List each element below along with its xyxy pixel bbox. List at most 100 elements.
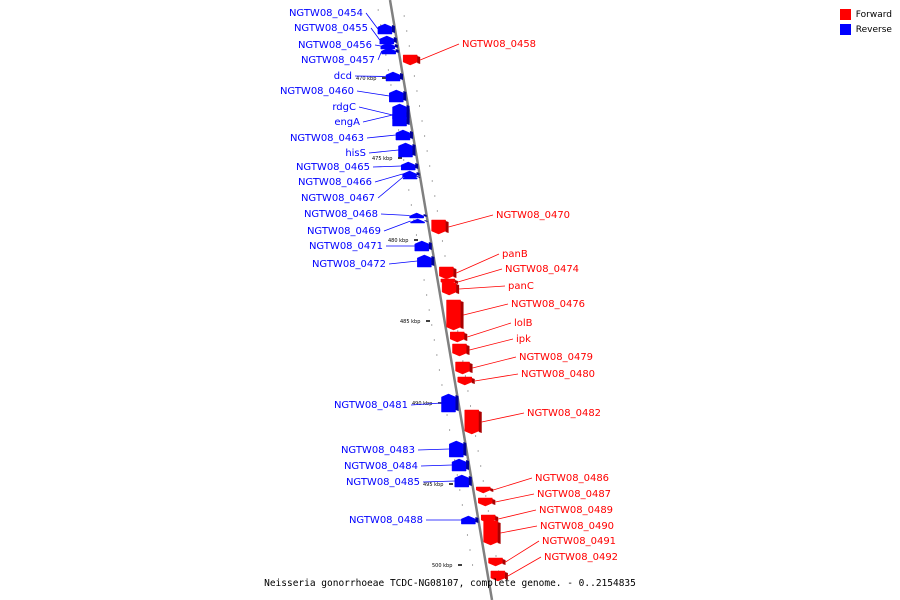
legend-label-reverse: Reverse xyxy=(855,24,892,35)
gene-shade-ngtw08-0481 xyxy=(455,395,459,411)
leader-line-ngtw08-0460 xyxy=(356,90,390,97)
gene-block-ngtw08-0484[interactable] xyxy=(451,458,467,472)
gene-label-ngtw08-0492[interactable]: NGTW08_0492 xyxy=(544,552,618,563)
leader-line-ngtw08-0486 xyxy=(493,477,533,491)
gene-label-ngtw08-0481[interactable]: NGTW08_0481 xyxy=(334,400,408,411)
gene-block-ngtw08-0480[interactable] xyxy=(457,376,473,386)
gene-block-dcd[interactable] xyxy=(385,71,401,82)
gene-label-dcd[interactable]: dcd xyxy=(334,71,352,82)
gene-label-ngtw08-0471[interactable]: NGTW08_0471 xyxy=(309,241,383,252)
gene-label-ngtw08-0485[interactable]: NGTW08_0485 xyxy=(346,477,420,488)
gene-label-ngtw08-0467[interactable]: NGTW08_0467 xyxy=(301,193,375,204)
gene-label-ngtw08-0460[interactable]: NGTW08_0460 xyxy=(280,86,354,97)
gene-block-panb[interactable] xyxy=(439,266,454,280)
leader-line-ngtw08-0463 xyxy=(366,134,396,139)
gene-label-panc[interactable]: panC xyxy=(508,281,534,292)
gene-block-ipk[interactable] xyxy=(452,343,467,357)
gene-block-ngtw08-0463[interactable] xyxy=(395,129,411,141)
gene-label-ngtw08-0490[interactable]: NGTW08_0490 xyxy=(540,521,614,532)
gene-label-ngtw08-0474[interactable]: NGTW08_0474 xyxy=(505,264,579,275)
gene-block-ngtw08-0472[interactable] xyxy=(417,254,432,268)
gene-block-ngtw08-0491[interactable] xyxy=(488,557,503,567)
leader-line-ngtw08-0454 xyxy=(365,12,379,30)
gene-label-ngtw08-0454[interactable]: NGTW08_0454 xyxy=(289,8,363,19)
gene-block-lolb[interactable] xyxy=(450,331,465,343)
gene-label-ngtw08-0455[interactable]: NGTW08_0455 xyxy=(294,23,368,34)
gene-block-ngtw08-0482[interactable] xyxy=(464,409,479,435)
gene-label-ngtw08-0486[interactable]: NGTW08_0486 xyxy=(535,473,609,484)
gene-block-ngtw08-0454[interactable] xyxy=(377,23,393,35)
leader-line-ngtw08-0474 xyxy=(457,268,503,283)
leader-line-ngtw08-0468 xyxy=(380,213,410,216)
gene-label-panb[interactable]: panB xyxy=(502,249,528,260)
gene-label-hiss[interactable]: hisS xyxy=(345,148,366,159)
gene-label-lolb[interactable]: lolB xyxy=(514,318,533,329)
gene-block-ngtw08-0455[interactable] xyxy=(379,35,395,45)
gene-shade-enga xyxy=(406,112,410,118)
gene-label-ngtw08-0472[interactable]: NGTW08_0472 xyxy=(312,259,386,270)
gene-label-ngtw08-0466[interactable]: NGTW08_0466 xyxy=(298,177,372,188)
gene-block-ngtw08-0479[interactable] xyxy=(455,361,470,375)
gene-label-ngtw08-0463[interactable]: NGTW08_0463 xyxy=(290,133,364,144)
gene-block-panc[interactable] xyxy=(441,282,457,296)
gene-block-ngtw08-0465[interactable] xyxy=(400,161,416,171)
gene-label-ngtw08-0469[interactable]: NGTW08_0469 xyxy=(307,226,381,237)
leader-line-ngtw08-0490 xyxy=(500,525,538,534)
gene-shade-ngtw08-0488 xyxy=(475,517,479,523)
gene-shade-panb xyxy=(453,268,457,278)
gene-label-ngtw08-0484[interactable]: NGTW08_0484 xyxy=(344,461,418,472)
gene-label-ngtw08-0487[interactable]: NGTW08_0487 xyxy=(537,489,611,500)
gene-block-ngtw08-0487[interactable] xyxy=(478,497,493,507)
leader-line-ngtw08-0480 xyxy=(474,373,519,382)
gene-shade-ngtw08-0468 xyxy=(423,214,427,217)
gene-label-ngtw08-0456[interactable]: NGTW08_0456 xyxy=(298,40,372,51)
gene-block-hiss[interactable] xyxy=(398,142,413,158)
forward-swatch xyxy=(839,9,851,20)
gene-shade-ngtw08-0472 xyxy=(431,256,435,266)
gene-block-ngtw08-0486[interactable] xyxy=(476,486,491,494)
genome-backbone xyxy=(388,0,494,600)
gene-block-ngtw08-0488[interactable] xyxy=(461,515,476,525)
gene-label-ngtw08-0488[interactable]: NGTW08_0488 xyxy=(349,515,423,526)
gene-label-ngtw08-0489[interactable]: NGTW08_0489 xyxy=(539,505,613,516)
gene-block-ngtw08-0470[interactable] xyxy=(431,219,446,235)
gene-block-ngtw08-0471[interactable] xyxy=(414,240,430,252)
leader-line-dcd xyxy=(354,75,387,77)
gene-block-ngtw08-0456[interactable] xyxy=(380,42,396,50)
gene-label-ipk[interactable]: ipk xyxy=(516,334,531,345)
gene-block-ngtw08-0467[interactable] xyxy=(402,174,418,180)
gene-label-ngtw08-0491[interactable]: NGTW08_0491 xyxy=(542,536,616,547)
gene-block-ngtw08-0476[interactable] xyxy=(446,299,461,331)
gene-block-ngtw08-0466[interactable] xyxy=(402,170,417,178)
gene-label-ngtw08-0468[interactable]: NGTW08_0468 xyxy=(304,209,378,220)
gene-shade-ngtw08-0471 xyxy=(428,242,432,250)
gene-shade-ngtw08-0463 xyxy=(409,131,413,139)
gene-label-enga[interactable]: engA xyxy=(334,117,360,128)
gene-block-ngtw08-0468[interactable] xyxy=(409,212,424,219)
gene-label-rdgc[interactable]: rdgC xyxy=(332,102,356,113)
gene-block-ngtw08-0481[interactable] xyxy=(441,393,456,413)
gene-label-ngtw08-0465[interactable]: NGTW08_0465 xyxy=(296,162,370,173)
gene-shade-ngtw08-0460 xyxy=(403,91,407,101)
gene-label-ngtw08-0479[interactable]: NGTW08_0479 xyxy=(519,352,593,363)
gene-shade-ngtw08-0476 xyxy=(460,301,464,329)
gene-label-ngtw08-0458[interactable]: NGTW08_0458 xyxy=(462,39,536,50)
gene-block-ngtw08-0458[interactable] xyxy=(402,54,418,66)
gene-block-ngtw08-0485[interactable] xyxy=(454,474,470,488)
gene-label-ngtw08-0480[interactable]: NGTW08_0480 xyxy=(521,369,595,380)
gene-block-ngtw08-0460[interactable] xyxy=(389,89,404,103)
gene-block-ngtw08-0492[interactable] xyxy=(490,570,506,582)
leader-line-enga xyxy=(362,114,393,123)
gene-block-ngtw08-0469[interactable] xyxy=(410,218,425,224)
gene-block-ngtw08-0483[interactable] xyxy=(449,440,464,458)
gene-block-ngtw08-0490[interactable] xyxy=(483,520,498,546)
gene-label-ngtw08-0457[interactable]: NGTW08_0457 xyxy=(301,55,375,66)
gene-label-ngtw08-0470[interactable]: NGTW08_0470 xyxy=(496,210,570,221)
gene-label-ngtw08-0482[interactable]: NGTW08_0482 xyxy=(527,408,601,419)
gene-shade-ngtw08-0456 xyxy=(394,44,398,48)
gene-label-ngtw08-0483[interactable]: NGTW08_0483 xyxy=(341,445,415,456)
gene-label-ngtw08-0476[interactable]: NGTW08_0476 xyxy=(511,299,585,310)
gene-labels: NGTW08_0454 NGTW08_0455 NGTW08_0456 NGTW08_… xyxy=(280,8,618,577)
gene-block-ngtw08-0457[interactable] xyxy=(381,47,396,55)
